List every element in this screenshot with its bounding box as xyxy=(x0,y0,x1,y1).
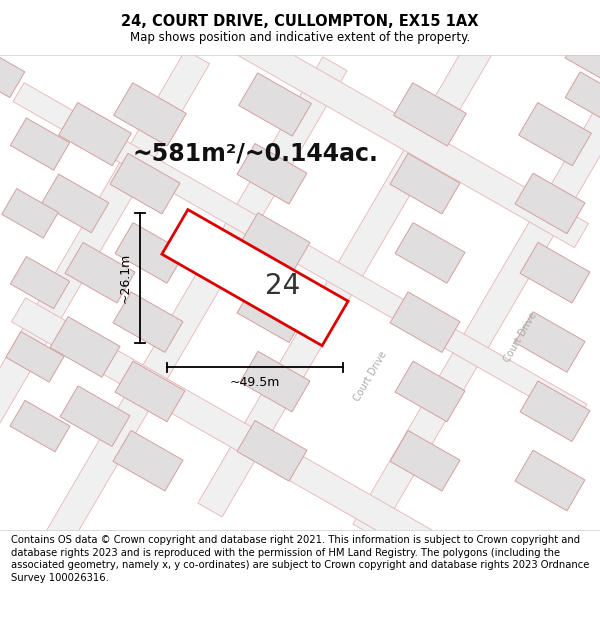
Polygon shape xyxy=(59,102,131,166)
Polygon shape xyxy=(520,242,590,303)
Polygon shape xyxy=(60,386,130,446)
Polygon shape xyxy=(10,401,70,452)
Polygon shape xyxy=(11,298,589,625)
Polygon shape xyxy=(13,82,587,423)
Text: 24: 24 xyxy=(265,272,301,299)
Polygon shape xyxy=(50,317,120,378)
Text: Map shows position and indicative extent of the property.: Map shows position and indicative extent… xyxy=(130,31,470,44)
Polygon shape xyxy=(240,213,310,273)
Polygon shape xyxy=(515,173,585,234)
Polygon shape xyxy=(0,50,209,535)
Polygon shape xyxy=(33,57,347,568)
Polygon shape xyxy=(162,209,348,346)
Polygon shape xyxy=(113,431,183,491)
Text: ~581m²/~0.144ac.: ~581m²/~0.144ac. xyxy=(132,142,378,166)
Polygon shape xyxy=(6,332,64,382)
Text: Court Drive: Court Drive xyxy=(352,350,388,403)
Polygon shape xyxy=(113,82,187,146)
Polygon shape xyxy=(11,0,589,248)
Polygon shape xyxy=(2,189,58,238)
Polygon shape xyxy=(395,222,465,283)
Polygon shape xyxy=(113,292,183,352)
Polygon shape xyxy=(237,282,307,342)
Polygon shape xyxy=(353,27,600,538)
Polygon shape xyxy=(515,450,585,511)
Polygon shape xyxy=(390,431,460,491)
Text: 24, COURT DRIVE, CULLOMPTON, EX15 1AX: 24, COURT DRIVE, CULLOMPTON, EX15 1AX xyxy=(121,14,479,29)
Polygon shape xyxy=(518,102,592,166)
Polygon shape xyxy=(10,118,70,170)
Polygon shape xyxy=(240,351,310,412)
Polygon shape xyxy=(237,144,307,204)
Text: ~26.1m: ~26.1m xyxy=(119,253,132,302)
Polygon shape xyxy=(198,0,522,517)
Polygon shape xyxy=(515,312,585,372)
Text: Court Drive: Court Drive xyxy=(502,310,538,364)
Polygon shape xyxy=(390,153,460,214)
Polygon shape xyxy=(65,242,135,303)
Polygon shape xyxy=(110,153,180,214)
Polygon shape xyxy=(115,222,185,283)
Polygon shape xyxy=(520,381,590,441)
Polygon shape xyxy=(41,174,109,232)
Polygon shape xyxy=(395,361,465,422)
Polygon shape xyxy=(10,256,70,309)
Polygon shape xyxy=(0,52,25,98)
Polygon shape xyxy=(239,73,311,136)
Polygon shape xyxy=(565,72,600,118)
Polygon shape xyxy=(390,292,460,352)
Polygon shape xyxy=(237,421,307,481)
Polygon shape xyxy=(115,361,185,422)
Text: ~49.5m: ~49.5m xyxy=(230,376,280,389)
Text: Contains OS data © Crown copyright and database right 2021. This information is : Contains OS data © Crown copyright and d… xyxy=(11,535,589,583)
Polygon shape xyxy=(565,32,600,78)
Polygon shape xyxy=(394,82,466,146)
